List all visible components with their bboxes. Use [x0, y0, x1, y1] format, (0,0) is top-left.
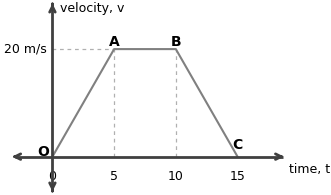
Text: 10: 10 [168, 170, 184, 183]
Text: time, t: time, t [289, 163, 330, 176]
Text: velocity, v: velocity, v [60, 2, 124, 15]
Text: C: C [232, 138, 243, 152]
Text: 15: 15 [230, 170, 246, 183]
Text: A: A [109, 35, 119, 49]
Text: B: B [170, 35, 181, 49]
Text: 0: 0 [48, 170, 56, 183]
Text: O: O [37, 145, 49, 159]
Text: 20 m/s: 20 m/s [4, 43, 46, 56]
Text: 5: 5 [110, 170, 118, 183]
